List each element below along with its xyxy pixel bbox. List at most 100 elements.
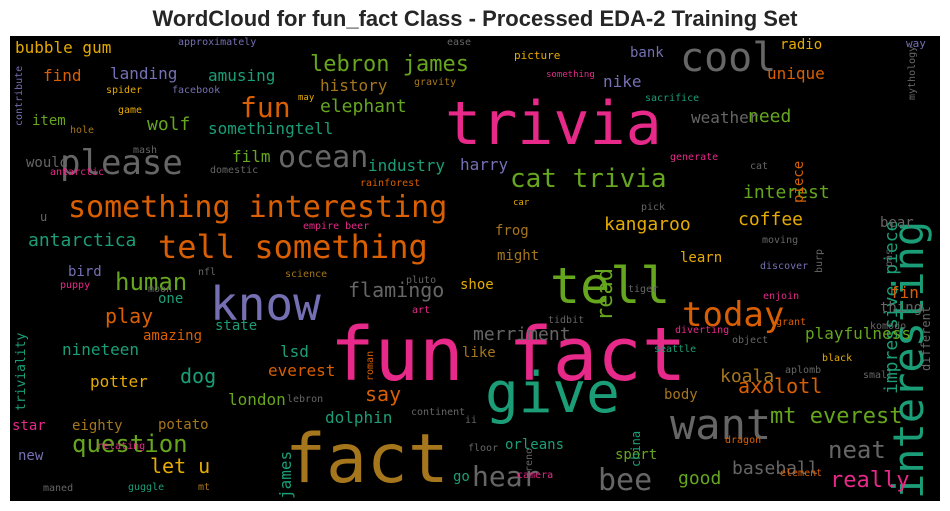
cloud-word: cat trivia [510,164,667,194]
cloud-word: pluto [406,275,437,286]
cloud-word: contribute [14,65,25,126]
cloud-word: diverting [675,325,730,336]
cloud-word: everest [268,361,336,380]
cloud-word: playfulness [805,324,911,343]
word-cloud: fun fact fact trivia give know tell interest in… [10,36,940,501]
cloud-word: sacrifice [645,93,700,104]
cloud-word: frog [495,223,529,239]
cloud-word: body [664,387,698,403]
cloud-word: spider [106,85,143,96]
cloud-word: film [232,147,271,166]
cloud-word: antarctica [28,230,137,251]
cloud-word: read [593,267,618,321]
cloud-word: thing [880,300,923,316]
cloud-word: interest [743,182,830,203]
cloud-word: small [863,370,894,381]
cloud-word: mt everest [770,404,903,429]
chart-title: WordCloud for fun_fact Class - Processed… [152,6,798,31]
cloud-word: know [210,277,321,331]
cloud-word: would [26,155,69,171]
cloud-word: enjoin [763,291,800,302]
cloud-word: komodo [870,321,907,332]
cloud-word: sport [615,447,658,463]
cloud-word: different [919,305,933,371]
cloud-word: puppy [60,280,91,291]
cloud-word: james [276,450,295,499]
cloud-word: antarctic [50,167,105,178]
cloud-word: like [462,345,496,361]
cloud-word: orleans [505,437,565,453]
cloud-word: triviality [14,332,29,411]
cloud-word: dog [180,364,217,388]
cloud-word: relating [97,441,146,452]
cloud-word: aplomb [785,365,822,376]
cloud-word: bubble gum [15,38,112,57]
cloud-word: today [682,295,785,335]
cloud-word: mt [198,482,211,493]
cloud-word: floor [468,443,499,454]
cloud-word: camera [517,470,554,481]
cloud-word: fun fact [330,312,687,398]
cloud-word: pick [641,202,666,213]
cloud-word: lsd [280,342,309,361]
cloud-word: tidbit [548,315,585,326]
cloud-word: say [365,382,402,406]
cloud-word: good [678,468,722,489]
cloud-word: amazing [143,328,203,344]
cloud-word: kangaroo [604,214,691,235]
cloud-word: car [513,198,530,208]
cloud-word: fun [240,91,291,124]
cloud-word: amusing [208,66,276,85]
cloud-word: london [228,390,286,409]
cloud-word: history [320,76,388,95]
cloud-word: somethingtell [208,119,334,138]
cloud-word: u [40,210,48,224]
cloud-word: game [118,105,143,116]
cloud-word: may [298,93,315,103]
cloud-word: lebron [287,394,324,405]
cloud-word: want [670,400,772,449]
cloud-word: mash [133,145,158,156]
cloud-word: mythology [907,45,918,100]
cloud-word: fin [890,283,919,302]
cloud-word: landing [110,64,178,83]
cloud-word: piece [791,160,807,203]
cloud-word: potato [158,417,209,433]
cloud-word: lebron james [310,52,469,77]
cloud-word: china [629,430,643,467]
cloud-word: ocean [278,140,369,175]
cloud-word: really [830,468,910,493]
cloud-word: tell [550,257,671,315]
cloud-word: coffee [738,209,804,230]
cloud-word: continent [411,407,466,418]
cloud-word: object [732,335,769,346]
cloud-word: seattle [654,344,697,355]
cloud-word: let u [150,454,211,478]
cloud-word: weather [691,108,759,127]
cloud-word: human [115,268,188,296]
cloud-word: maned [43,483,74,494]
cloud-word: dolphin [325,408,393,427]
cloud-word: might [497,248,540,264]
cloud-word: guggle [128,482,165,493]
cloud-word: eighty [72,418,123,434]
cloud-word: potter [90,372,148,391]
cloud-word: grant [776,317,807,328]
cloud-word: wolf [147,114,191,135]
cloud-word: bank [630,45,664,61]
cloud-word: radio [780,37,823,53]
cloud-word: koala [720,366,775,387]
cloud-word: star [12,418,46,434]
cloud-word: baseball [732,458,819,479]
cloud-word: go [453,469,470,485]
cloud-word: merriment [473,324,571,345]
cloud-word: domestic [210,165,259,176]
cloud-word: fact [285,420,449,499]
cloud-word: cool [680,36,777,81]
cloud-word: elephant [320,96,407,117]
cloud-word: science [285,269,328,280]
cloud-word: dragon [725,435,762,446]
cloud-word: pas [884,248,895,267]
cloud-word: give [485,361,620,426]
cloud-word: generate [670,152,719,163]
